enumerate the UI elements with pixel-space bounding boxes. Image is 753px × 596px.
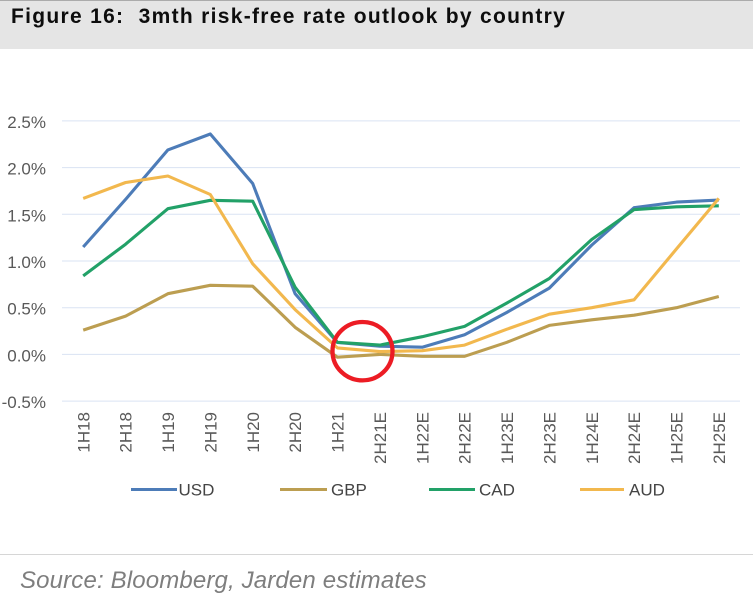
svg-text:1H24E: 1H24E: [583, 412, 602, 464]
svg-text:1H21: 1H21: [329, 412, 348, 453]
svg-text:-0.5%: -0.5%: [2, 393, 46, 412]
svg-text:GBP: GBP: [331, 480, 367, 499]
svg-text:1.5%: 1.5%: [7, 206, 46, 225]
svg-text:2H24E: 2H24E: [625, 412, 644, 464]
svg-text:0.5%: 0.5%: [7, 300, 46, 319]
svg-text:2H22E: 2H22E: [456, 412, 475, 464]
svg-text:2H23E: 2H23E: [540, 412, 559, 464]
svg-text:2.0%: 2.0%: [7, 160, 46, 179]
svg-text:1H19: 1H19: [159, 412, 178, 453]
svg-text:CAD: CAD: [479, 480, 515, 499]
svg-text:USD: USD: [179, 480, 215, 499]
svg-text:2.5%: 2.5%: [7, 113, 46, 132]
svg-text:2H18: 2H18: [117, 412, 136, 453]
svg-text:2H20: 2H20: [286, 412, 305, 453]
svg-text:1H20: 1H20: [244, 412, 263, 453]
svg-text:2H25E: 2H25E: [710, 412, 729, 464]
svg-text:1.0%: 1.0%: [7, 253, 46, 272]
svg-text:1H18: 1H18: [74, 412, 93, 453]
svg-text:1H23E: 1H23E: [498, 412, 517, 464]
svg-text:0.0%: 0.0%: [7, 346, 46, 365]
svg-text:2H21E: 2H21E: [371, 412, 390, 464]
svg-text:2H19: 2H19: [201, 412, 220, 453]
svg-text:AUD: AUD: [629, 480, 665, 499]
svg-text:1H25E: 1H25E: [668, 412, 687, 464]
svg-text:1H22E: 1H22E: [413, 412, 432, 464]
